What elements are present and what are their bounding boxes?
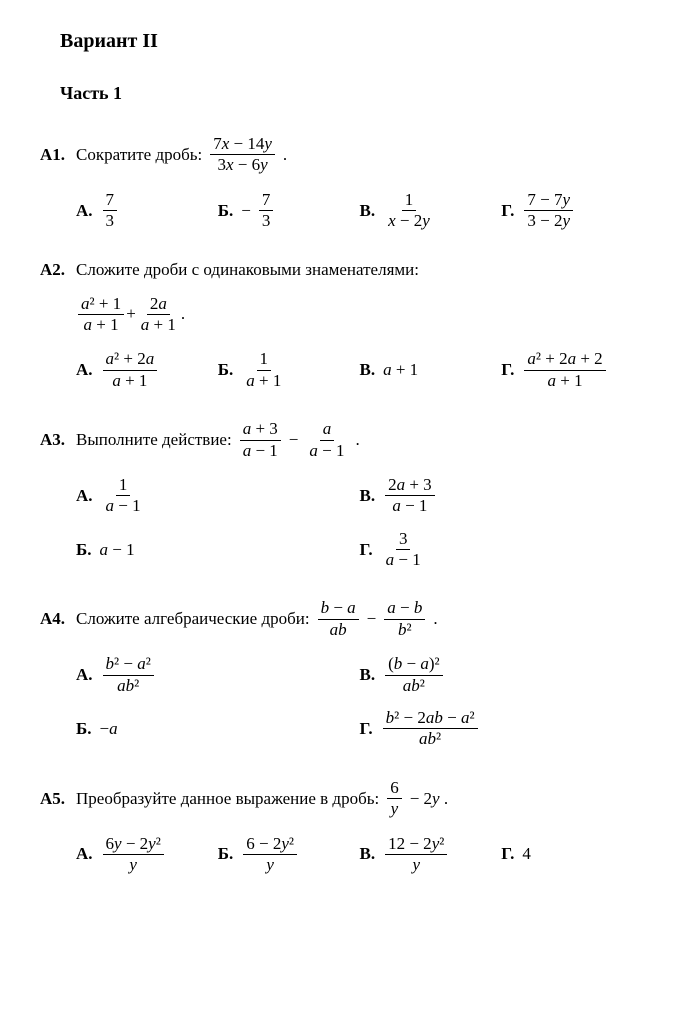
fraction: 1a + 1 bbox=[243, 349, 284, 391]
part-heading: Часть 1 bbox=[60, 83, 643, 104]
option-label: Б. bbox=[76, 540, 92, 560]
option-label: В. bbox=[360, 486, 376, 506]
problem-tag: А4. bbox=[40, 609, 76, 629]
option-list: А. 1a − 1 В. 2a + 3a − 1 Б. a − 1 Г. 3a − 1 bbox=[76, 475, 643, 571]
fraction: a² + 2a + 2a + 1 bbox=[524, 349, 605, 391]
fraction: 12 − 2y²y bbox=[385, 834, 447, 876]
option-value: 4 bbox=[522, 844, 531, 864]
problem-prompt: А3.Выполните действие: a + 3a − 1 − aa −… bbox=[40, 419, 643, 461]
answer-option[interactable]: Г. 3a − 1 bbox=[360, 529, 644, 571]
fraction: b² − a²ab² bbox=[103, 654, 154, 696]
answer-option[interactable]: А. b² − a²ab² bbox=[76, 654, 360, 696]
fraction: b − aab bbox=[318, 598, 359, 640]
problem-text: Выполните действие: a + 3a − 1 − aa − 1 … bbox=[76, 419, 360, 461]
fraction: 2a + 3a − 1 bbox=[385, 475, 435, 517]
answer-option[interactable]: А. 1a − 1 bbox=[76, 475, 360, 517]
answer-option[interactable]: Г. b² − 2ab − a²ab² bbox=[360, 708, 644, 750]
option-list: А. b² − a²ab² В. (b − a)²ab² Б. −a Г. b² − 2ab … bbox=[76, 654, 643, 750]
answer-option[interactable]: Б. 6 − 2y²y bbox=[218, 834, 360, 876]
option-label: В. bbox=[360, 665, 376, 685]
fraction: a − bb² bbox=[384, 598, 425, 640]
problem-prompt: А2.Сложите дроби с одинаковыми знаменате… bbox=[40, 260, 643, 280]
option-label: А. bbox=[76, 486, 93, 506]
problem-prompt: А5.Преобразуйте данное выражение в дробь… bbox=[40, 778, 643, 820]
option-label: В. bbox=[360, 360, 376, 380]
fraction: 73 bbox=[103, 190, 118, 232]
fraction: 2aa + 1 bbox=[138, 294, 179, 336]
option-label: А. bbox=[76, 360, 93, 380]
fraction: 7x − 14y3x − 6y bbox=[210, 134, 275, 176]
fraction: a² + 2aa + 1 bbox=[103, 349, 158, 391]
option-label: В. bbox=[360, 844, 376, 864]
option-label: Б. bbox=[218, 201, 234, 221]
option-label: Г. bbox=[360, 540, 373, 560]
option-value: a − 1 bbox=[100, 540, 135, 560]
answer-option[interactable]: А. 73 bbox=[76, 190, 218, 232]
answer-option[interactable]: В. 12 − 2y²y bbox=[360, 834, 502, 876]
answer-option[interactable]: Б. a − 1 bbox=[76, 529, 360, 571]
fraction: (b − a)²ab² bbox=[385, 654, 443, 696]
option-label: Г. bbox=[501, 844, 514, 864]
option-label: В. bbox=[360, 201, 376, 221]
answer-option[interactable]: А. a² + 2aa + 1 bbox=[76, 349, 218, 391]
fraction: aa − 1 bbox=[306, 419, 347, 461]
fraction: a² + 1a + 1 bbox=[78, 294, 124, 336]
answer-option[interactable]: Г. 4 bbox=[501, 834, 643, 876]
fraction: 3a − 1 bbox=[383, 529, 424, 571]
problem: А4.Сложите алгебраические дроби: b − aab… bbox=[40, 598, 643, 749]
answer-option[interactable]: В. 1x − 2y bbox=[360, 190, 502, 232]
fraction: 6y bbox=[387, 778, 402, 820]
option-label: А. bbox=[76, 665, 93, 685]
option-label: Б. bbox=[218, 360, 234, 380]
answer-option[interactable]: Б.−73 bbox=[218, 190, 360, 232]
problem-text: Сложите дроби с одинаковыми знаменателям… bbox=[76, 260, 419, 280]
problem-expression: a² + 1a + 1 + 2aa + 1 . bbox=[76, 294, 643, 336]
problem: А5.Преобразуйте данное выражение в дробь… bbox=[40, 778, 643, 876]
problem-prompt: А4.Сложите алгебраические дроби: b − aab… bbox=[40, 598, 643, 640]
answer-option[interactable]: А. 6y − 2y²y bbox=[76, 834, 218, 876]
answer-option[interactable]: В. a + 1 bbox=[360, 349, 502, 391]
option-label: Б. bbox=[76, 719, 92, 739]
option-label: Г. bbox=[501, 360, 514, 380]
option-label: Г. bbox=[360, 719, 373, 739]
fraction: 7 − 7y3 − 2y bbox=[524, 190, 573, 232]
answer-option[interactable]: Г. 7 − 7y3 − 2y bbox=[501, 190, 643, 232]
option-list: А. 6y − 2y²y Б. 6 − 2y²y В. 12 − 2y²y Г. 4 bbox=[76, 834, 643, 876]
problem-prompt: А1.Сократите дробь: 7x − 14y3x − 6y . bbox=[40, 134, 643, 176]
fraction: a + 3a − 1 bbox=[240, 419, 281, 461]
option-label: Г. bbox=[501, 201, 514, 221]
problem: А3.Выполните действие: a + 3a − 1 − aa −… bbox=[40, 419, 643, 570]
option-value: a + 1 bbox=[383, 360, 418, 380]
option-label: А. bbox=[76, 844, 93, 864]
fraction: 6y − 2y²y bbox=[103, 834, 164, 876]
answer-option[interactable]: Б. −a bbox=[76, 708, 360, 750]
problem-text: Сложите алгебраические дроби: b − aab − … bbox=[76, 598, 438, 640]
problem-text: Преобразуйте данное выражение в дробь: 6… bbox=[76, 778, 448, 820]
problem-tag: А5. bbox=[40, 789, 76, 809]
problem-text: Сократите дробь: 7x − 14y3x − 6y . bbox=[76, 134, 287, 176]
option-list: А.73Б.−73В.1x − 2yГ.7 − 7y3 − 2y bbox=[76, 190, 643, 232]
fraction: 73 bbox=[259, 190, 274, 232]
problem-tag: А2. bbox=[40, 260, 76, 280]
fraction: 6 − 2y²y bbox=[243, 834, 297, 876]
problem-tag: А3. bbox=[40, 430, 76, 450]
answer-option[interactable]: Б. 1a + 1 bbox=[218, 349, 360, 391]
option-label: Б. bbox=[218, 844, 234, 864]
fraction: 1x − 2y bbox=[385, 190, 433, 232]
problem: А1.Сократите дробь: 7x − 14y3x − 6y . А. 7… bbox=[40, 134, 643, 232]
answer-option[interactable]: В. (b − a)²ab² bbox=[360, 654, 644, 696]
option-list: А. a² + 2aa + 1 Б. 1a + 1 В. a + 1 Г. a² + 2a +… bbox=[76, 349, 643, 391]
page-title: Вариант II bbox=[60, 30, 643, 53]
problem: А2.Сложите дроби с одинаковыми знаменате… bbox=[40, 260, 643, 392]
fraction: 1a − 1 bbox=[103, 475, 144, 517]
answer-option[interactable]: В. 2a + 3a − 1 bbox=[360, 475, 644, 517]
fraction: b² − 2ab − a²ab² bbox=[383, 708, 478, 750]
option-label: А. bbox=[76, 201, 93, 221]
answer-option[interactable]: Г. a² + 2a + 2a + 1 bbox=[501, 349, 643, 391]
problem-tag: А1. bbox=[40, 145, 76, 165]
option-value: −a bbox=[100, 719, 118, 739]
